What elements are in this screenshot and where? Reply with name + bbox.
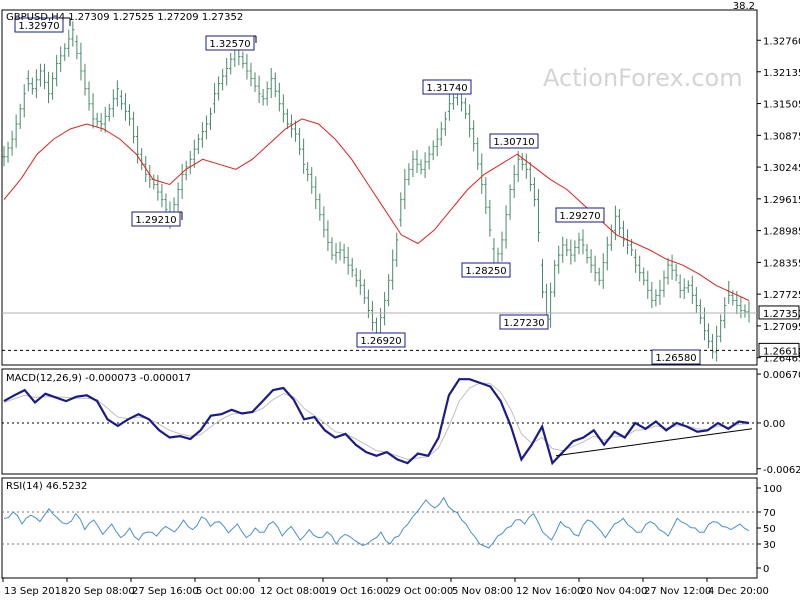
y-tick-label: 1.32135 — [763, 68, 800, 79]
annotation-box — [14, 17, 64, 33]
rsi-y-tick-label: 50 — [763, 524, 776, 535]
annotation-label: 1.26580 — [655, 353, 696, 364]
rsi-line — [3, 496, 750, 549]
annotation-label: 1.26920 — [360, 336, 401, 347]
macd-signal-line — [3, 382, 750, 460]
price-title: GBPUSD,H4 1.27309 1.27525 1.27209 1.2735… — [6, 12, 243, 23]
axes: 1.32760 1.32135 1.31505 1.30875 1.30245 1.296… — [2, 36, 800, 597]
rsi-title: RSI(14) 46.5232 — [6, 481, 87, 492]
rsi-y-tick-label: 0 — [763, 564, 769, 575]
annotation-label: 1.29270 — [559, 211, 600, 222]
y-tick-label: 1.32760 — [763, 36, 800, 47]
y-tick-label: 1.28355 — [763, 258, 800, 269]
annotation-label: 1.32970 — [18, 21, 59, 32]
macd-trendline — [555, 428, 753, 457]
x-tick-label: 12 Oct 08:00 — [260, 586, 325, 597]
rsi-y-tick-label: 100 — [763, 484, 782, 495]
annotation-box — [651, 349, 701, 365]
annotation-box — [422, 79, 472, 95]
annotation-label: 1.28250 — [465, 266, 506, 277]
x-tick-label: 20 Sep 08:00 — [68, 586, 135, 597]
annotation-box — [131, 211, 181, 227]
watermark: ActionForex.com — [543, 64, 743, 92]
y-tick-label: 1.27095 — [763, 322, 800, 333]
y-tick-label: 1.29615 — [763, 195, 800, 206]
annotation-box — [499, 314, 549, 330]
annotation-label: 1.27230 — [503, 318, 544, 329]
rsi-y-tick-label: 70 — [763, 508, 776, 519]
annotation-box — [461, 262, 511, 278]
x-tick-label: 29 Oct 00:00 — [388, 586, 453, 597]
rsi-series — [2, 496, 757, 549]
y-tick-label: 1.26465 — [763, 354, 800, 365]
annotation-box — [555, 207, 605, 223]
x-tick-label: 13 Sep 2018 — [4, 586, 67, 597]
rsi-y-tick-label: 30 — [763, 540, 776, 551]
macd-title: MACD(12,26,9) -0.000073 -0.000017 — [6, 373, 191, 384]
macd-series — [2, 378, 757, 466]
x-tick-label: 5 Oct 00:00 — [196, 586, 255, 597]
macd-y-tick-label: 0.006706 — [763, 370, 800, 381]
annotation-box — [356, 332, 406, 348]
annotation-label: 1.31740 — [426, 83, 467, 94]
macd-line — [3, 378, 750, 466]
x-tick-label: 12 Nov 16:00 — [516, 586, 583, 597]
support-tag — [758, 342, 800, 357]
annotation-label: 1.32570 — [209, 39, 250, 50]
x-tick-label: 4 Dec 20:00 — [708, 586, 769, 597]
y-tick-label: 1.31505 — [763, 100, 800, 111]
current-price-label: 1.27352 — [763, 309, 800, 320]
annotation-label: 1.30710 — [493, 137, 534, 148]
macd-y-tick-label: 0.00 — [763, 419, 785, 430]
corner-value: 38.2 — [733, 1, 755, 12]
y-tick-label: 1.30245 — [763, 163, 800, 174]
y-tick-label: 1.27725 — [763, 290, 800, 301]
annotation-box — [489, 133, 539, 149]
annotation-label: 1.29210 — [135, 215, 176, 226]
y-tick-label: 1.28985 — [763, 227, 800, 238]
current-price-tag — [758, 305, 800, 320]
x-tick-label: 27 Nov 12:00 — [644, 586, 711, 597]
annotation-box — [205, 35, 255, 51]
x-tick-label: 19 Oct 16:00 — [324, 586, 389, 597]
price-series: 1.32970 1.32570 1.31740 1.30710 1.29210 1.292… — [2, 17, 757, 365]
x-tick-label: 20 Nov 04:00 — [580, 586, 647, 597]
y-tick-label: 1.30875 — [763, 131, 800, 142]
macd-panel — [1, 368, 758, 475]
x-tick-label: 27 Sep 16:00 — [132, 586, 199, 597]
price-panel — [1, 9, 758, 366]
x-tick-label: 5 Nov 08:00 — [452, 586, 513, 597]
moving-average-line — [3, 118, 750, 301]
macd-y-tick-label: -0.00628 — [763, 465, 800, 476]
